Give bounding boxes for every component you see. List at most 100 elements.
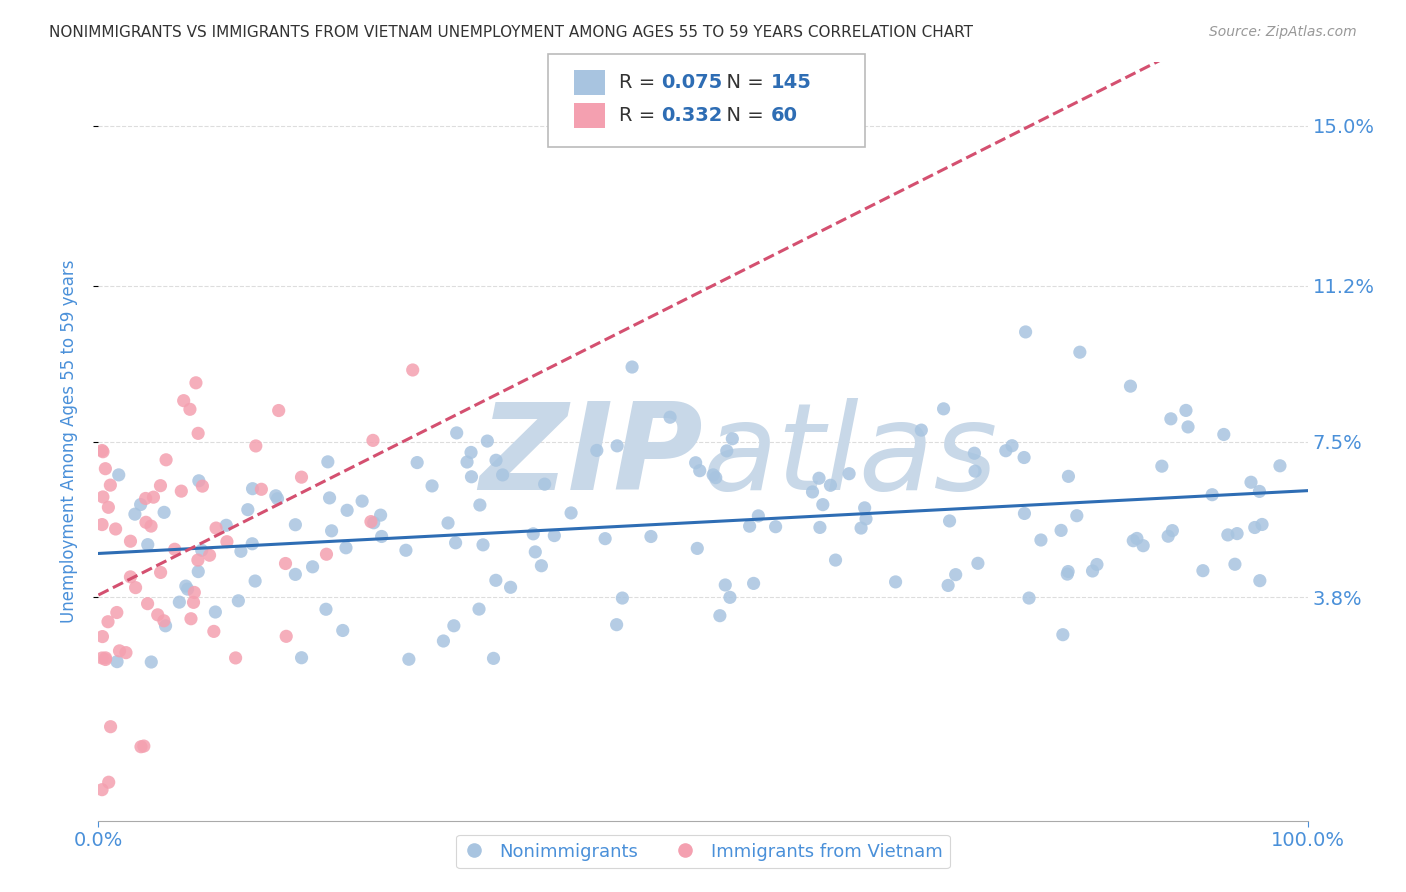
Point <box>606 617 628 632</box>
Point <box>316 455 339 469</box>
Point <box>1056 567 1078 582</box>
Point <box>120 570 142 584</box>
Point <box>250 483 273 497</box>
Point <box>169 595 191 609</box>
Point <box>136 597 159 611</box>
Point <box>266 491 288 506</box>
Point <box>170 484 193 499</box>
Point <box>593 532 616 546</box>
Point <box>485 574 508 588</box>
Point <box>560 506 582 520</box>
Point <box>274 557 297 571</box>
Point <box>443 619 465 633</box>
Point <box>718 591 741 605</box>
Point <box>225 651 247 665</box>
Point <box>321 524 343 538</box>
Point <box>191 479 214 493</box>
Point <box>406 456 429 470</box>
Text: 145: 145 <box>770 72 811 92</box>
Point <box>721 432 744 446</box>
Text: N =: N = <box>714 72 770 92</box>
Point <box>1249 574 1271 588</box>
Point <box>808 471 831 485</box>
Point <box>1081 564 1104 578</box>
Point <box>243 574 266 588</box>
Point <box>398 652 420 666</box>
Point <box>370 529 392 543</box>
Point <box>173 393 195 408</box>
Point <box>1052 628 1074 642</box>
Point <box>1160 412 1182 426</box>
Point <box>153 505 176 519</box>
Text: R =: R = <box>619 72 661 92</box>
Point <box>228 594 250 608</box>
Text: NONIMMIGRANTS VS IMMIGRANTS FROM VIETNAM UNEMPLOYMENT AMONG AGES 55 TO 59 YEARS : NONIMMIGRANTS VS IMMIGRANTS FROM VIETNAM… <box>49 25 973 40</box>
Point <box>245 439 267 453</box>
Point <box>187 565 209 579</box>
Point <box>360 515 382 529</box>
Point <box>149 566 172 580</box>
Text: 60: 60 <box>770 106 797 126</box>
Point <box>704 470 727 484</box>
Point <box>395 543 418 558</box>
Point <box>945 567 967 582</box>
Point <box>132 739 155 753</box>
Point <box>1226 526 1249 541</box>
Point <box>180 612 202 626</box>
Point <box>606 439 628 453</box>
Point <box>585 443 607 458</box>
Point <box>97 775 120 789</box>
Point <box>290 470 312 484</box>
Point <box>163 542 186 557</box>
Point <box>135 516 157 530</box>
Point <box>276 629 298 643</box>
Point <box>1057 469 1080 483</box>
Point <box>1069 345 1091 359</box>
Point <box>100 720 122 734</box>
Point <box>183 585 205 599</box>
Point <box>432 634 454 648</box>
Point <box>420 479 443 493</box>
Point <box>315 547 337 561</box>
Point <box>524 545 547 559</box>
Point <box>336 503 359 517</box>
Point <box>174 579 197 593</box>
Point <box>1216 528 1239 542</box>
Point <box>1012 450 1035 465</box>
Point <box>205 521 228 535</box>
Point <box>91 651 114 665</box>
Point <box>747 508 769 523</box>
Point <box>363 516 385 530</box>
Point <box>204 605 226 619</box>
Point <box>659 410 682 425</box>
Point <box>522 526 544 541</box>
Point <box>1268 458 1291 473</box>
Point <box>284 517 307 532</box>
Point <box>640 529 662 543</box>
Point <box>184 376 207 390</box>
Point <box>91 444 114 458</box>
Point <box>1251 517 1274 532</box>
Point <box>533 477 555 491</box>
Point <box>1001 439 1024 453</box>
Point <box>963 446 986 460</box>
Point <box>702 467 724 482</box>
Point <box>910 423 932 437</box>
Point <box>967 557 990 571</box>
Point <box>1174 403 1197 417</box>
Y-axis label: Unemployment Among Ages 55 to 59 years: Unemployment Among Ages 55 to 59 years <box>59 260 77 624</box>
Point <box>855 512 877 526</box>
Point <box>91 517 114 532</box>
Point <box>1201 488 1223 502</box>
Point <box>1126 532 1149 546</box>
Point <box>1192 564 1215 578</box>
Point <box>198 548 221 562</box>
Point <box>284 567 307 582</box>
Point <box>820 478 842 492</box>
Point <box>97 500 120 515</box>
Point <box>91 630 114 644</box>
Point <box>1161 524 1184 538</box>
Point <box>482 651 505 665</box>
Point <box>1249 484 1271 499</box>
Point <box>765 519 787 533</box>
